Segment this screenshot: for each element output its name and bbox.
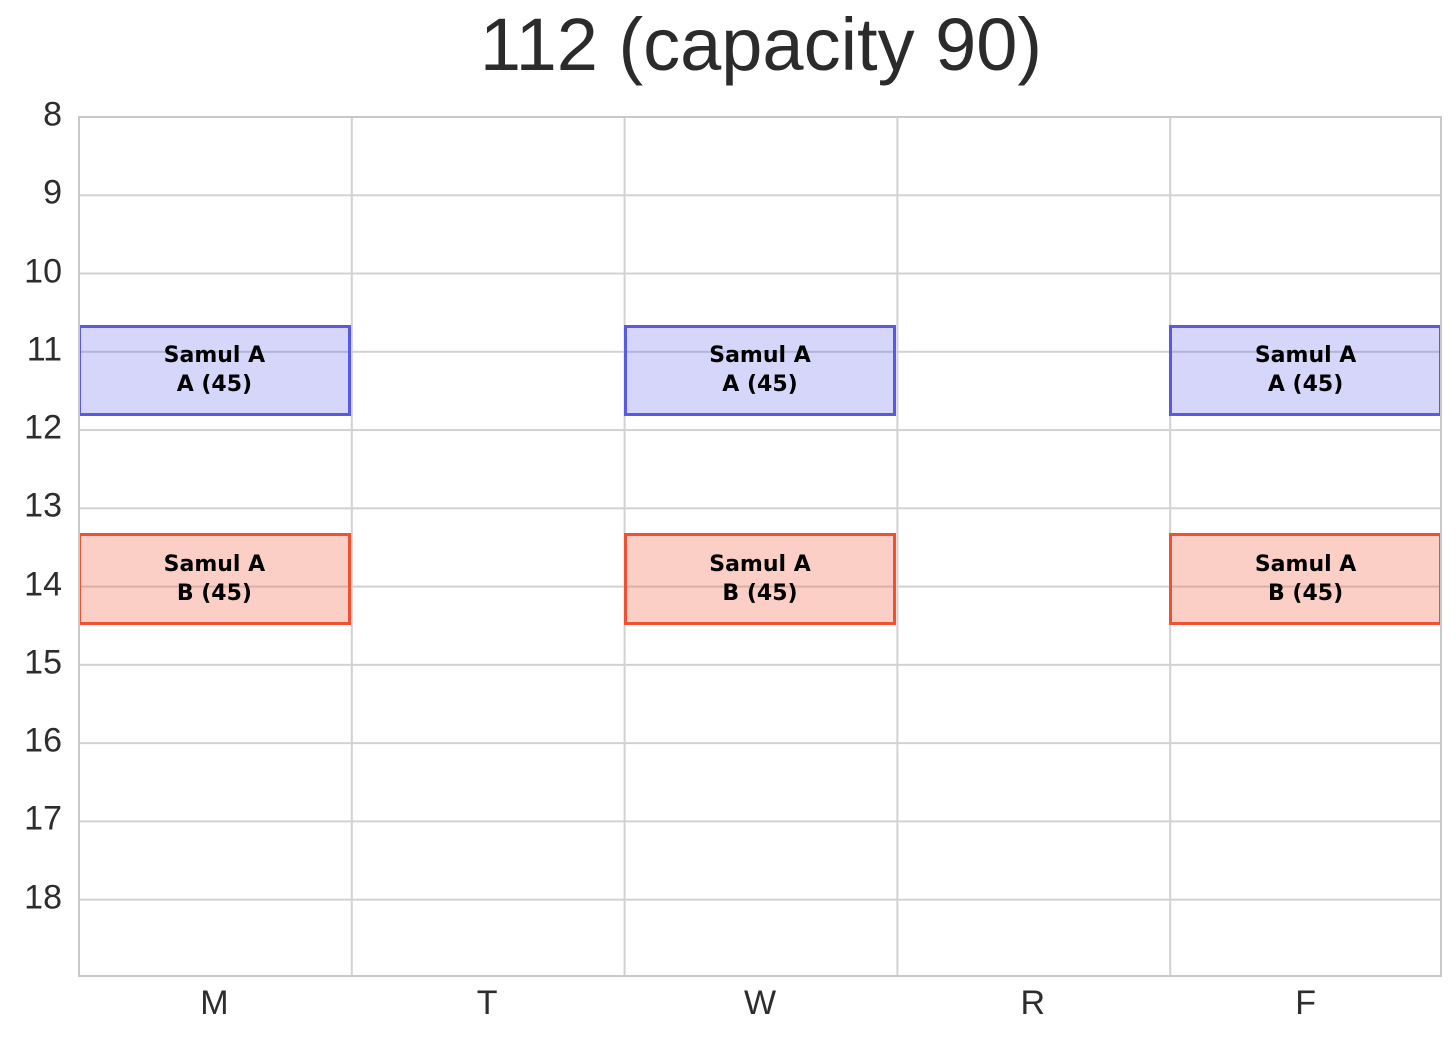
event-block-section-A-F: Samul A A (45) — [1169, 324, 1442, 417]
event-course-title: Samul A — [1254, 342, 1357, 368]
event-block-section-A-W: Samul A A (45) — [623, 324, 897, 417]
event-course-title: Samul A — [163, 342, 266, 368]
event-course-title: Samul A — [709, 342, 811, 368]
event-section-label: A (45) — [722, 371, 798, 397]
event-course-title: Samul A — [709, 551, 811, 577]
event-block-section-A-M: Samul A A (45) — [78, 324, 351, 417]
x-label-R: R — [1020, 984, 1046, 1022]
y-tick-label-13: 13 — [24, 487, 62, 526]
event-section-label: B (45) — [722, 580, 798, 606]
x-label-M: M — [200, 984, 229, 1022]
y-tick-label-11: 11 — [26, 330, 62, 369]
x-label-W: W — [743, 984, 777, 1022]
y-tick-label-17: 17 — [24, 800, 62, 839]
y-tick-label-16: 16 — [24, 721, 62, 760]
event-section-label: B (45) — [1268, 580, 1344, 606]
y-tick-label-10: 10 — [24, 252, 62, 291]
event-block-section-B-F: Samul A B (45) — [1169, 533, 1442, 625]
x-label-F: F — [1295, 984, 1316, 1022]
chart-title: 112 (capacity 90) — [479, 3, 1043, 86]
y-tick-label-18: 18 — [24, 878, 62, 917]
event-course-title: Samul A — [1254, 551, 1357, 577]
y-tick-label-12: 12 — [24, 408, 62, 447]
y-tick-label-9: 9 — [43, 173, 62, 212]
y-tick-label-14: 14 — [24, 565, 62, 604]
event-section-label: A (45) — [1267, 371, 1344, 397]
y-tick-label-8: 8 — [43, 95, 62, 134]
y-tick-label-15: 15 — [24, 643, 62, 682]
event-section-label: B (45) — [176, 580, 252, 606]
event-course-title: Samul A — [163, 551, 266, 577]
event-block-section-B-W: Samul A B (45) — [623, 533, 897, 625]
x-label-T: T — [476, 984, 498, 1022]
event-block-section-B-M: Samul A B (45) — [78, 533, 351, 625]
event-section-label: A (45) — [176, 371, 253, 397]
y-axis-ticks: 8 9 10 11 12 13 14 15 16 17 18 — [0, 96, 62, 977]
